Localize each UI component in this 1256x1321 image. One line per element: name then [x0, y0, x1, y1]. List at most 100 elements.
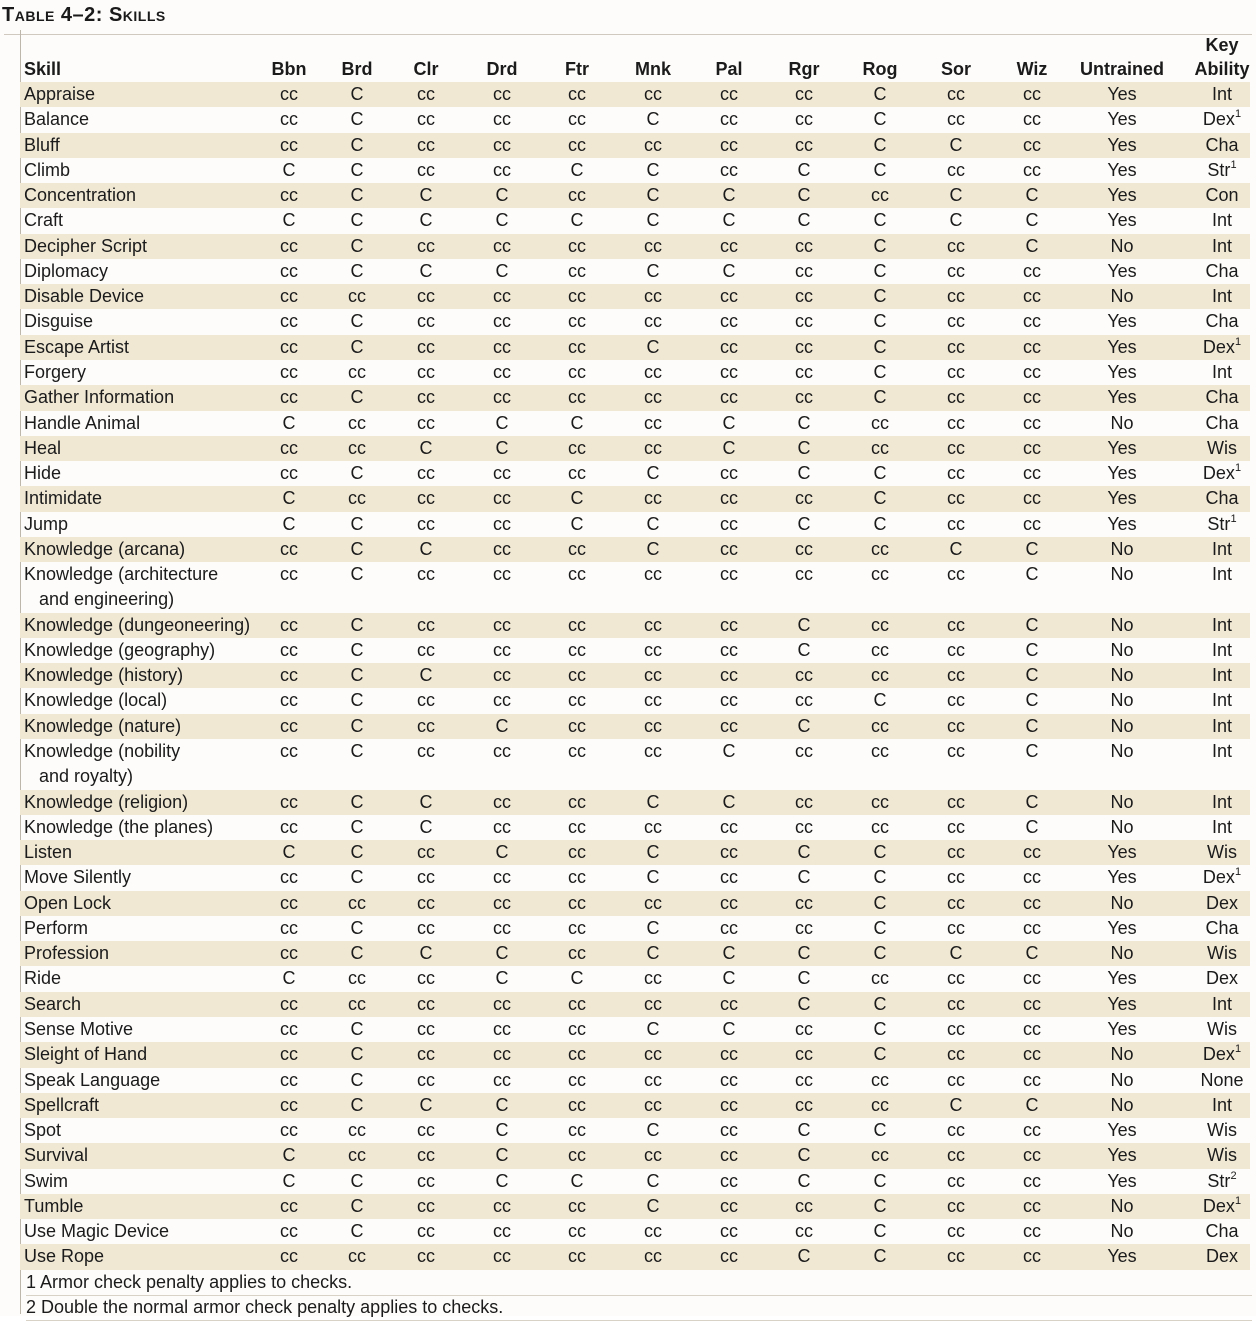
class-skill-cell-brd: C: [350, 311, 364, 332]
untrained-cell: No: [1110, 564, 1134, 585]
class-skill-cell-brd: C: [350, 210, 364, 231]
class-skill-cell-rog: C: [873, 1221, 887, 1242]
class-skill-cell-drd: cc: [493, 816, 511, 837]
class-skill-cell-pal: cc: [720, 665, 738, 686]
class-skill-cell-drd: cc: [493, 1018, 511, 1039]
key-ability-cell: Int: [1211, 538, 1232, 559]
untrained-cell: Yes: [1107, 210, 1137, 231]
class-skill-cell-rgr: C: [797, 1120, 811, 1141]
class-skill-cell-rog: C: [873, 1044, 887, 1065]
untrained-cell: Yes: [1107, 84, 1137, 104]
untrained-cell: Yes: [1107, 1145, 1137, 1166]
key-ability-cell: Cha: [1205, 260, 1239, 281]
class-skill-cell-rog: C: [873, 463, 887, 484]
class-skill-cell-bbn: C: [282, 488, 296, 509]
class-skill-cell-clr: cc: [417, 1246, 435, 1267]
class-skill-cell-rog: cc: [871, 968, 889, 989]
untrained-cell: No: [1110, 715, 1134, 736]
class-skill-cell-ftr: cc: [568, 1120, 586, 1141]
class-skill-cell-drd: cc: [493, 513, 511, 534]
class-skill-cell-bbn: cc: [280, 1246, 298, 1267]
class-skill-cell-bbn: cc: [280, 463, 298, 484]
class-skill-cell-rog: C: [873, 1170, 887, 1191]
class-skill-cell-drd: C: [495, 1145, 509, 1166]
class-skill-cell-ftr: cc: [568, 84, 586, 104]
key-ability-cell: Int: [1211, 741, 1232, 762]
class-skill-cell-clr: cc: [417, 842, 435, 863]
class-skill-cell-mnk: C: [646, 842, 660, 863]
class-skill-cell-rog: C: [873, 286, 887, 307]
class-skill-cell-bbn: cc: [280, 235, 298, 256]
untrained-cell: Yes: [1107, 1170, 1137, 1191]
untrained-cell: No: [1110, 892, 1134, 913]
class-skill-cell-mnk: cc: [644, 1069, 662, 1090]
class-skill-cell-brd: C: [350, 741, 364, 762]
class-skill-cell-ftr: C: [570, 513, 584, 534]
class-skill-cell-mnk: C: [646, 109, 660, 130]
class-skill-cell-bbn: C: [282, 412, 296, 433]
skill-name: Craft: [24, 210, 64, 231]
key-ability-cell: Wis: [1207, 1145, 1237, 1166]
class-skill-cell-mnk: C: [646, 538, 660, 559]
class-skill-cell-rgr: C: [797, 513, 811, 534]
class-skill-cell-mnk: C: [646, 867, 660, 888]
class-skill-cell-wiz: cc: [1023, 513, 1041, 534]
header-class-ftr: Ftr: [565, 59, 589, 79]
class-skill-cell-clr: cc: [417, 993, 435, 1014]
class-skill-cell-pal: C: [722, 437, 736, 458]
class-skill-cell-wiz: cc: [1023, 1145, 1041, 1166]
class-skill-cell-pal: C: [722, 791, 736, 812]
class-skill-cell-rgr: cc: [795, 260, 813, 281]
class-skill-cell-ftr: cc: [568, 639, 586, 660]
class-skill-cell-ftr: cc: [568, 1246, 586, 1267]
class-skill-cell-pal: cc: [720, 993, 738, 1014]
skill-name: Diplomacy: [24, 260, 109, 281]
key-ability-cell: Int: [1211, 84, 1232, 104]
class-skill-cell-brd: C: [350, 1195, 364, 1216]
class-skill-cell-drd: C: [495, 1120, 509, 1141]
class-skill-cell-ftr: cc: [568, 741, 586, 762]
class-skill-cell-brd: C: [350, 1018, 364, 1039]
class-skill-cell-sor: cc: [947, 1069, 965, 1090]
class-skill-cell-clr: cc: [417, 134, 435, 155]
class-skill-cell-mnk: cc: [644, 665, 662, 686]
class-skill-cell-rgr: C: [797, 715, 811, 736]
class-skill-cell-bbn: cc: [280, 134, 298, 155]
untrained-cell: No: [1110, 1044, 1134, 1065]
skill-name: Use Rope: [24, 1246, 105, 1267]
class-skill-cell-rog: C: [873, 993, 887, 1014]
class-skill-cell-mnk: cc: [644, 1246, 662, 1267]
class-skill-cell-sor: cc: [947, 463, 965, 484]
untrained-cell: Yes: [1107, 1246, 1137, 1267]
class-skill-cell-rgr: cc: [795, 741, 813, 762]
class-skill-cell-mnk: cc: [644, 816, 662, 837]
class-skill-cell-clr: cc: [417, 488, 435, 509]
class-skill-cell-drd: cc: [493, 1246, 511, 1267]
key-ability-cell: Wis: [1207, 1120, 1237, 1141]
class-skill-cell-pal: cc: [720, 1069, 738, 1090]
class-skill-cell-rgr: cc: [795, 816, 813, 837]
class-skill-cell-bbn: cc: [280, 690, 298, 711]
class-skill-cell-brd: C: [350, 917, 364, 938]
class-skill-cell-ftr: cc: [568, 1044, 586, 1065]
class-skill-cell-clr: cc: [417, 387, 435, 408]
class-skill-cell-rog: C: [873, 1195, 887, 1216]
class-skill-cell-mnk: cc: [644, 564, 662, 585]
class-skill-cell-bbn: cc: [280, 993, 298, 1014]
class-skill-cell-wiz: cc: [1023, 968, 1041, 989]
class-skill-cell-ftr: C: [570, 412, 584, 433]
untrained-cell: Yes: [1107, 159, 1137, 180]
class-skill-cell-sor: cc: [947, 1145, 965, 1166]
untrained-cell: No: [1110, 1094, 1134, 1115]
